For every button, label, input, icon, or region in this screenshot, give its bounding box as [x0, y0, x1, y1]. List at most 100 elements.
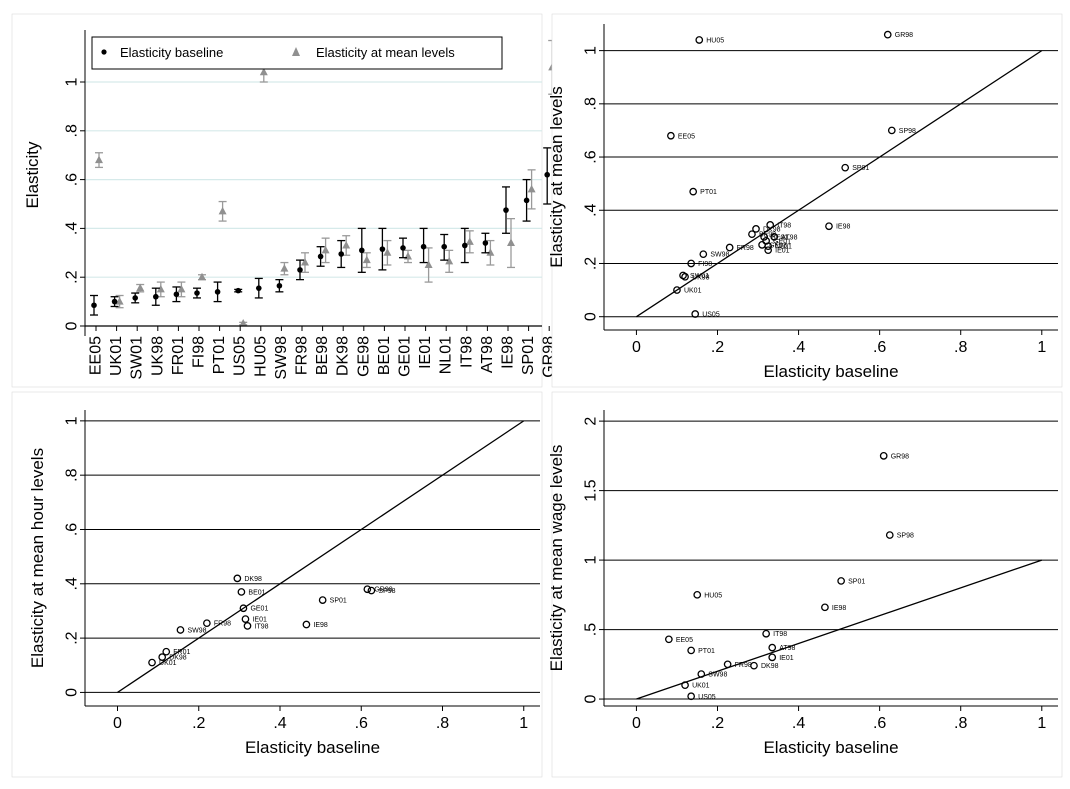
point-baseline: [338, 251, 345, 257]
y-tick-label: .4: [64, 577, 81, 590]
point-gr98: [883, 30, 892, 39]
y-tick-label: 2: [583, 417, 600, 426]
point-sp98: [367, 586, 376, 595]
point-mean-level: [383, 248, 392, 256]
x-tick-label: BE98: [314, 336, 331, 375]
point-ie98: [821, 603, 829, 612]
point-baseline: [420, 243, 427, 250]
x-tick-label: FR98: [294, 336, 311, 375]
point-baseline: [214, 289, 221, 295]
point-ge01: [239, 604, 248, 613]
x-tick-label: AT98: [479, 336, 496, 373]
point-gr98: [879, 452, 888, 460]
point-label: FR98: [735, 662, 752, 669]
point-ie01: [764, 246, 773, 255]
point-dk98: [752, 225, 760, 233]
point-mean-level: [115, 297, 124, 305]
point-dk98: [750, 661, 758, 670]
y-tick-label: .6: [64, 173, 81, 186]
point-mean-level: [424, 260, 433, 268]
x-tick-label: .8: [954, 715, 967, 732]
point-baseline: [503, 207, 509, 213]
panel-mean-levels-scatter: HU05 GR98 EE05 SP98 SP01 PT01 IE98 AT98 FR98 SW98…: [547, 13, 1063, 388]
point-label: PT01: [700, 189, 717, 196]
point-label: GR98: [891, 453, 909, 460]
point-sp98: [885, 531, 894, 539]
x-tick-label: FI98: [191, 336, 208, 368]
y-tick-label: .4: [583, 203, 600, 216]
point-mean-level: [362, 255, 371, 264]
point-it98: [243, 622, 252, 630]
point-sw98: [697, 670, 706, 678]
point-mean-level: [342, 240, 351, 249]
point-dk98: [233, 574, 242, 583]
point-hu05: [693, 590, 702, 599]
x-tick-label: .4: [792, 339, 805, 356]
point-label: IT98: [777, 222, 791, 229]
point-sw98: [176, 626, 185, 634]
point-uk01: [673, 286, 681, 294]
point-label: IE98: [832, 605, 847, 612]
point-label: SP98: [378, 588, 395, 595]
point-label: IE01: [779, 655, 794, 662]
point-fr01: [162, 647, 171, 656]
legend-circle-marker: [101, 49, 107, 55]
point-sw98: [699, 250, 708, 259]
x-tick-label: HU05: [252, 336, 269, 377]
reference-line: [636, 50, 1043, 318]
y-tick-label: .8: [583, 97, 600, 110]
point-baseline: [91, 302, 97, 309]
point-baseline: [379, 246, 386, 252]
point-sp98: [887, 126, 896, 135]
x-tick-label: 0: [632, 715, 641, 732]
point-mean-level: [239, 319, 248, 327]
x-tick-label: NL01: [438, 336, 455, 374]
y-tick-label: .2: [583, 257, 600, 270]
point-uk98: [681, 272, 689, 281]
panel-background: [551, 13, 1063, 388]
y-tick-label: .8: [64, 468, 81, 481]
point-mean-level: [198, 272, 206, 281]
point-mean-level: [301, 258, 309, 266]
point-label: HU05: [704, 592, 722, 599]
point-label: SP98: [899, 128, 916, 135]
point-ee05: [665, 635, 673, 644]
x-tick-label: UK98: [149, 336, 166, 376]
point-baseline: [400, 245, 406, 251]
point-uk01: [681, 681, 689, 690]
panel-background: [551, 391, 1063, 778]
point-mean-level: [280, 264, 289, 272]
point-pt01: [687, 646, 696, 655]
panel-mean-wage-levels-scatter: GR98 SP98 SP01 HU05 IE98 IT98 EE05 PT01 AT98 SW98…: [547, 391, 1063, 778]
x-tick-label: GE98: [355, 336, 372, 377]
point-label: GE01: [773, 238, 791, 245]
point-label: FR98: [737, 245, 754, 252]
y-tick-label: 1: [64, 416, 81, 425]
point-label: AT98: [779, 645, 795, 652]
x-tick-label: IT98: [458, 336, 475, 368]
point-be01: [237, 588, 246, 596]
x-tick-label: .8: [954, 339, 967, 356]
point-label: FI98: [698, 261, 712, 268]
legend-triangle-marker: [292, 47, 300, 56]
point-label: SW98: [710, 252, 729, 259]
x-tick-label: 0: [632, 339, 641, 356]
panel-background: [11, 13, 543, 388]
point-label: IE01: [252, 617, 267, 624]
x-tick-label: 1: [519, 715, 528, 732]
point-baseline: [255, 285, 262, 291]
point-baseline: [194, 290, 200, 296]
point-label: IT98: [773, 631, 787, 638]
point-sp01: [841, 163, 850, 172]
point-label: SW01: [690, 273, 709, 280]
point-us05: [691, 310, 700, 318]
x-tick-label: US05: [232, 336, 249, 376]
x-tick-label: .6: [873, 715, 886, 732]
point-mean-level: [445, 256, 454, 265]
panel-background: [11, 391, 543, 778]
point-ie98: [302, 620, 311, 629]
point-mean-level: [136, 283, 145, 292]
point-label: IT98: [255, 623, 269, 630]
point-ie01: [768, 653, 777, 662]
